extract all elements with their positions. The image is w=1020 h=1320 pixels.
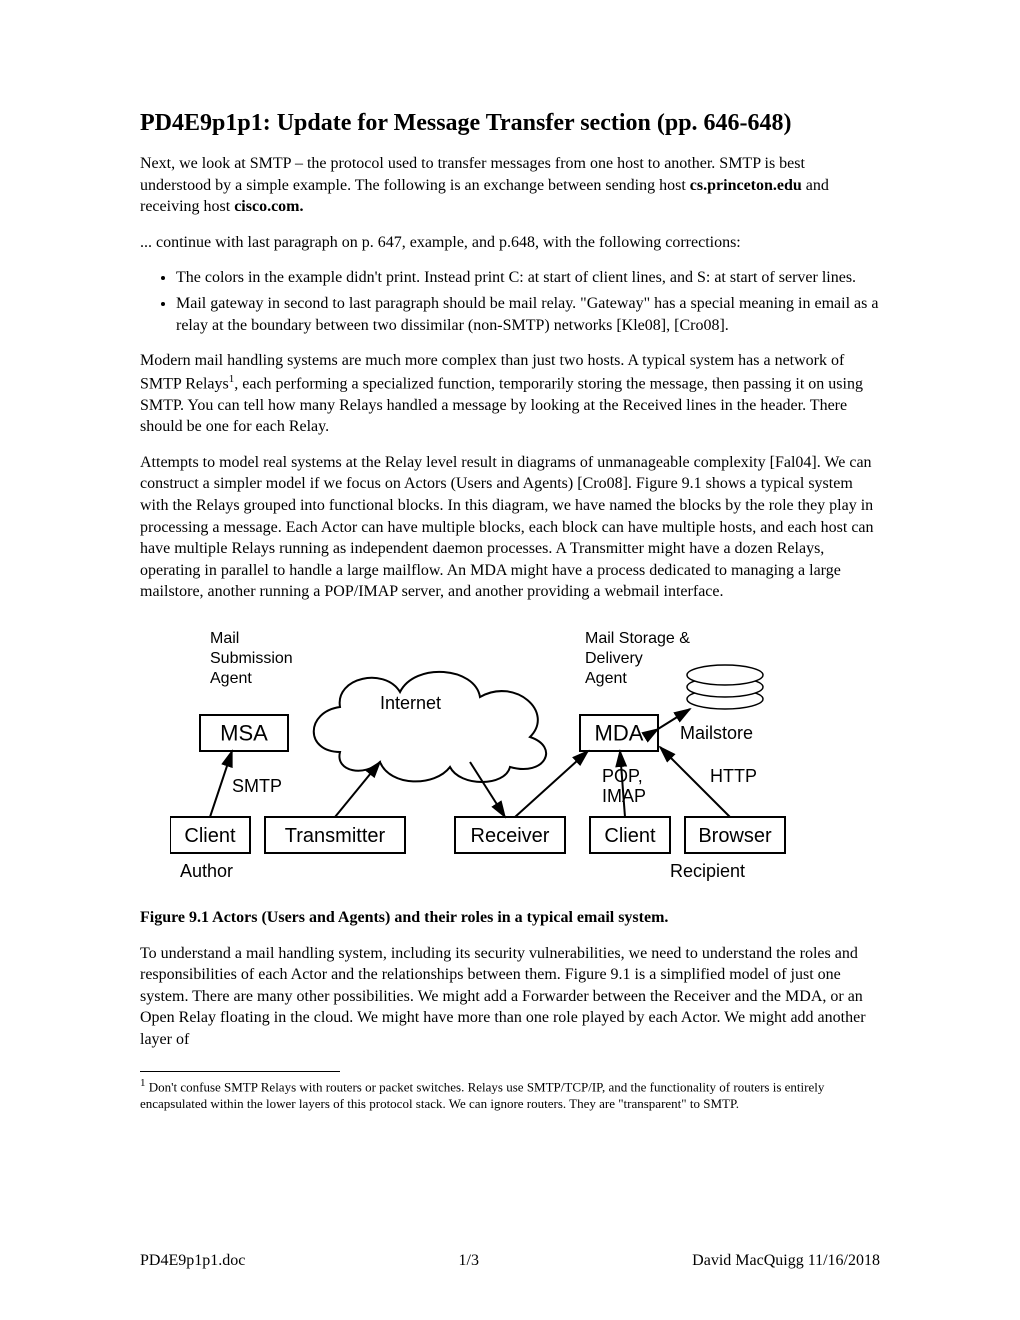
footer-left: PD4E9p1p1.doc: [140, 1252, 245, 1270]
svg-text:Transmitter: Transmitter: [285, 825, 386, 847]
understand-paragraph: To understand a mail handling system, in…: [140, 943, 880, 1051]
relays-post: , each performing a specialized function…: [140, 375, 863, 435]
svg-text:SMTP: SMTP: [232, 776, 282, 796]
svg-text:Client: Client: [184, 825, 236, 847]
page-title: PD4E9p1p1: Update for Message Transfer s…: [140, 110, 880, 137]
svg-text:Mailstore: Mailstore: [680, 723, 753, 743]
svg-text:Delivery: Delivery: [585, 650, 643, 667]
correction-item: Mail gateway in second to last paragraph…: [176, 293, 880, 336]
figure-9-1: MSA MDA Client Transmitter Receiver Client Bro…: [170, 617, 850, 897]
host-receiving: cisco.com.: [234, 198, 303, 215]
svg-text:Submission: Submission: [210, 650, 293, 667]
footnote-text: Don't confuse SMTP Relays with routers o…: [140, 1079, 824, 1111]
continue-line: ... continue with last paragraph on p. 6…: [140, 232, 880, 254]
footnote: 1 Don't confuse SMTP Relays with routers…: [140, 1076, 880, 1113]
correction-item: The colors in the example didn't print. …: [176, 267, 880, 289]
relays-paragraph: Modern mail handling systems are much mo…: [140, 350, 880, 438]
svg-text:HTTP: HTTP: [710, 766, 757, 786]
host-sending: cs.princeton.edu: [690, 177, 802, 194]
corrections-list: The colors in the example didn't print. …: [140, 267, 880, 336]
svg-text:Agent: Agent: [210, 670, 252, 687]
page: PD4E9p1p1: Update for Message Transfer s…: [0, 0, 1020, 1320]
svg-text:Internet: Internet: [380, 693, 441, 713]
svg-text:Browser: Browser: [698, 825, 772, 847]
svg-text:Recipient: Recipient: [670, 861, 745, 881]
footnote-separator: [140, 1071, 340, 1072]
diagram-svg: MSA MDA Client Transmitter Receiver Client Bro…: [170, 617, 850, 897]
svg-text:Mail: Mail: [210, 630, 239, 647]
svg-text:Receiver: Receiver: [471, 825, 550, 847]
footer-center: 1/3: [459, 1252, 479, 1270]
svg-text:Agent: Agent: [585, 670, 627, 687]
model-paragraph: Attempts to model real systems at the Re…: [140, 452, 880, 603]
page-footer: PD4E9p1p1.doc 1/3 David MacQuigg 11/16/2…: [140, 1252, 880, 1270]
svg-text:Mail Storage &: Mail Storage &: [585, 630, 690, 647]
figure-caption: Figure 9.1 Actors (Users and Agents) and…: [140, 907, 880, 929]
footer-right: David MacQuigg 11/16/2018: [692, 1252, 880, 1270]
svg-text:Author: Author: [180, 861, 233, 881]
svg-text:MSA: MSA: [220, 721, 268, 746]
svg-text:Client: Client: [604, 825, 656, 847]
svg-text:MDA: MDA: [595, 721, 644, 746]
intro-paragraph: Next, we look at SMTP – the protocol use…: [140, 153, 880, 218]
